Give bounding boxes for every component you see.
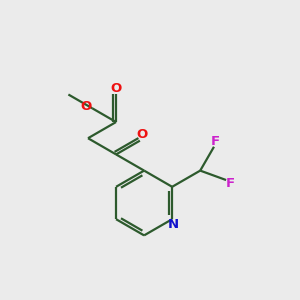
Text: F: F xyxy=(211,135,220,148)
Text: N: N xyxy=(168,218,179,231)
Text: O: O xyxy=(80,100,92,113)
Text: O: O xyxy=(110,82,122,94)
Text: O: O xyxy=(136,128,148,141)
Text: F: F xyxy=(226,177,235,190)
